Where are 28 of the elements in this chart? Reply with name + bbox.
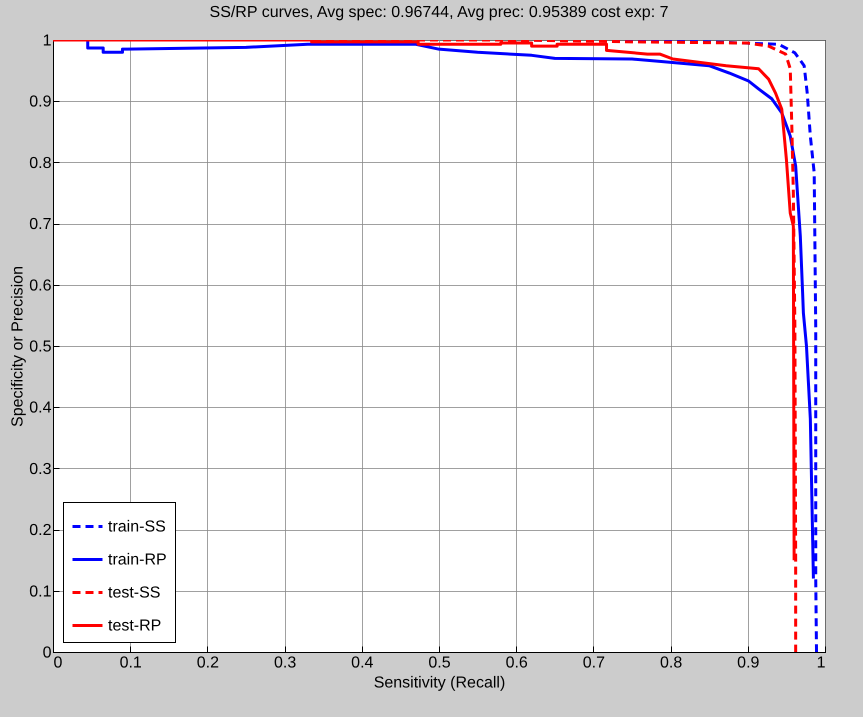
y-tick-label: 0.7 — [29, 216, 52, 234]
x-tick-label: 0.5 — [428, 654, 451, 672]
x-tick-label: 0.9 — [737, 654, 760, 672]
legend-label: test-SS — [108, 584, 160, 602]
legend-label: test-RP — [108, 618, 162, 634]
y-tick-label: 0.8 — [29, 154, 52, 172]
legend-label: train-SS — [108, 518, 166, 536]
y-tick-label: 0.6 — [29, 277, 52, 294]
legend-label: train-RP — [108, 552, 167, 568]
y-tick-label: 0.2 — [29, 522, 52, 540]
y-tick-label: 0.9 — [29, 94, 52, 111]
x-tick-label: 0.2 — [196, 654, 220, 672]
x-tick-label: 0.1 — [120, 654, 142, 672]
x-tick-label: 0.3 — [274, 654, 296, 672]
x-tick-label: 0.4 — [351, 654, 374, 672]
y-tick-label: 0.4 — [29, 400, 52, 417]
x-tick-label: 0.7 — [582, 654, 606, 672]
y-tick-label: 0.3 — [29, 460, 52, 478]
x-tick-label: 0.6 — [506, 654, 528, 672]
y-tick-label: 0.5 — [29, 338, 52, 356]
y-tick-label: 0.1 — [29, 583, 52, 600]
x-tick-label: 0.8 — [660, 654, 682, 672]
chart-title: SS/RP curves, Avg spec: 0.96744, Avg prec: 0.95389 cost exp: 7 — [210, 4, 669, 21]
x-tick-label: 1 — [816, 654, 826, 672]
y-tick-label: 1 — [42, 32, 52, 50]
x-axis-title: Sensitivity (Recall) — [374, 674, 506, 692]
y-axis-title: Specificity or Precision — [9, 266, 26, 427]
x-tick-label: 0 — [54, 654, 62, 672]
